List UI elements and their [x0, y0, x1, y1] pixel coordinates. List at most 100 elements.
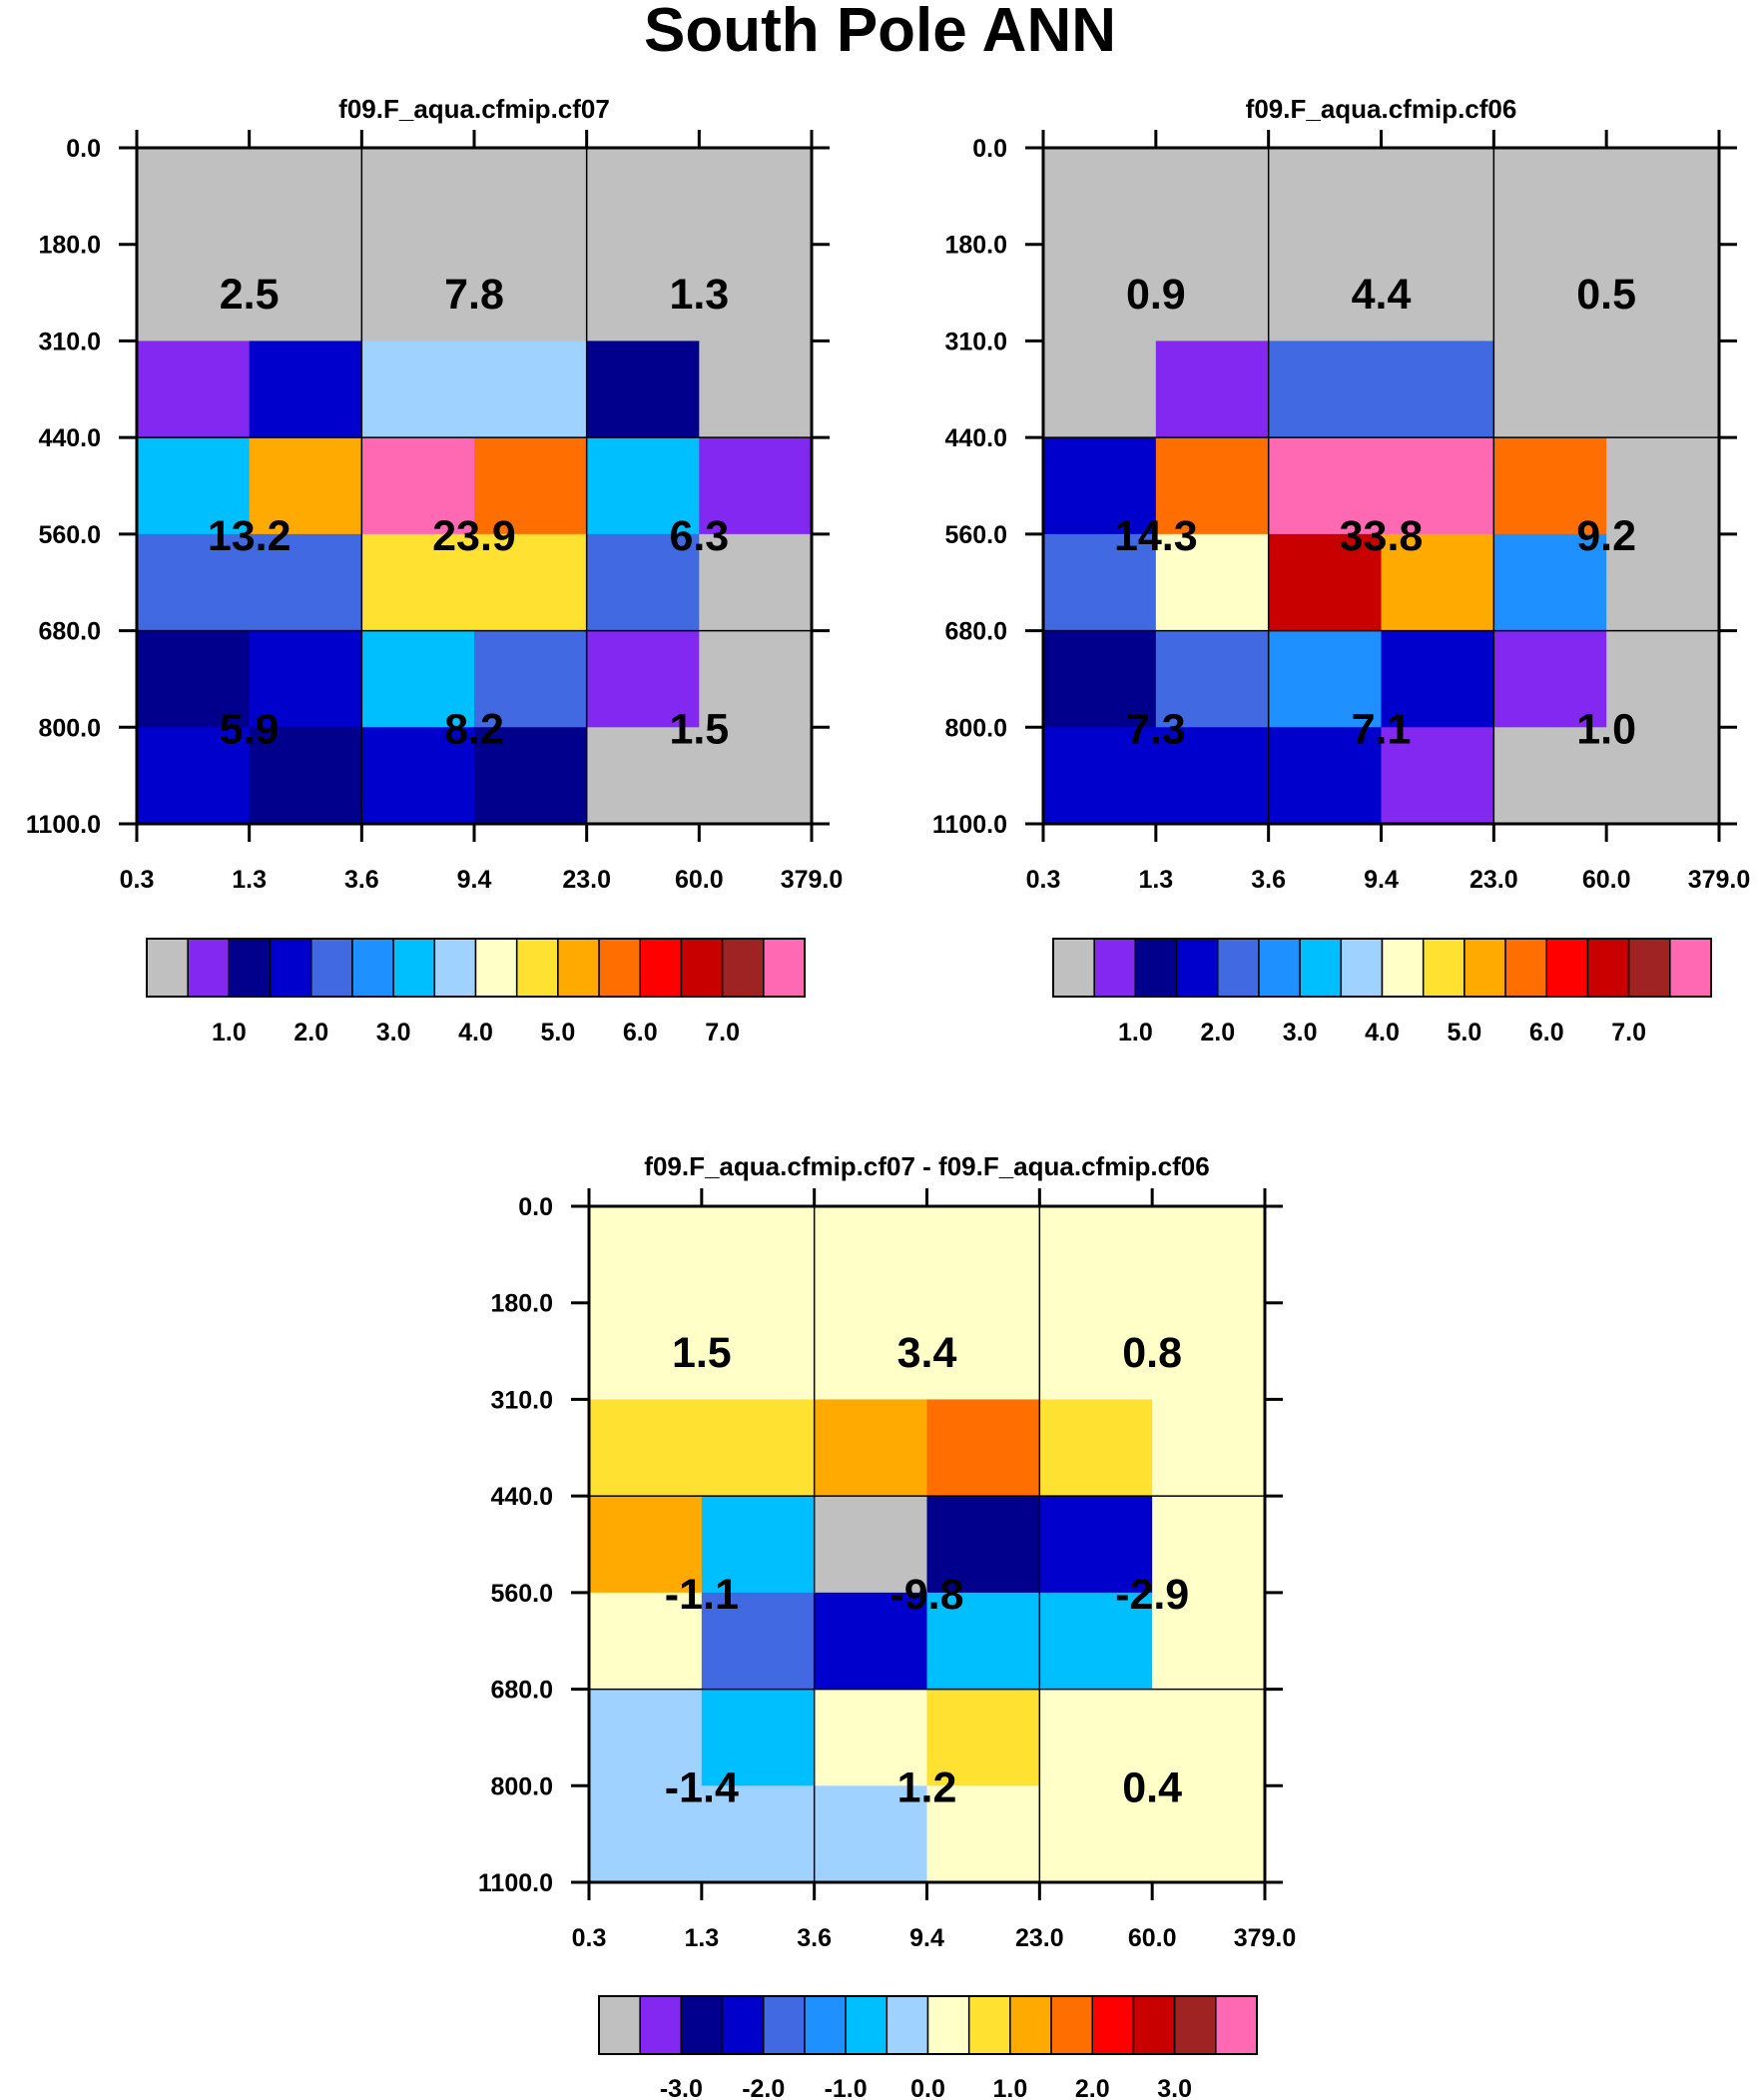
heat-cell	[814, 1399, 928, 1497]
heat-cell	[586, 727, 700, 825]
heat-cell	[1039, 1206, 1153, 1304]
panel-difference: f09.F_aqua.cfmip.cf07 - f09.F_aqua.cfmip…	[478, 1151, 1296, 2100]
x-tick-label: 3.6	[797, 1924, 832, 1952]
x-tick-label: 0.3	[572, 1924, 607, 1952]
heat-cell	[926, 1689, 1040, 1786]
colorbar-swatch	[310, 938, 353, 998]
colorbar-swatch	[1669, 938, 1712, 998]
heat-cell	[1493, 148, 1607, 246]
colorbar-label: 3.0	[1157, 2075, 1192, 2100]
colorbar-swatch	[1381, 938, 1425, 998]
heat-cell	[361, 148, 475, 246]
heat-cell	[1268, 341, 1383, 438]
x-tick-label: 3.6	[344, 866, 379, 894]
colorbar-label: -2.0	[742, 2075, 785, 2100]
colorbar-swatch	[1091, 1995, 1135, 2055]
colorbar-label: -1.0	[825, 2075, 868, 2100]
y-tick-label: 440.0	[38, 424, 101, 452]
heat-cell	[701, 1302, 816, 1401]
x-tick-label: 23.0	[1015, 1924, 1064, 1952]
box-value-label: 13.2	[208, 512, 292, 560]
heat-cell	[699, 727, 813, 825]
heat-cell	[1155, 727, 1270, 825]
panel-title: f09.F_aqua.cfmip.cf07 - f09.F_aqua.cfmip…	[644, 1151, 1209, 1181]
colorbar-swatch	[433, 938, 477, 998]
box-value-label: 9.2	[1576, 512, 1636, 560]
y-tick-label: 560.0	[944, 521, 1007, 549]
heat-cell	[137, 630, 251, 728]
colorbar-label: 4.0	[458, 1019, 493, 1047]
heat-cell	[1606, 148, 1720, 246]
heat-cell	[249, 533, 362, 632]
colorbar-swatch	[926, 1995, 970, 2055]
x-tick-label: 0.3	[1026, 866, 1061, 894]
colorbar-label: 5.0	[540, 1019, 575, 1047]
colorbar-label: 7.0	[1611, 1019, 1646, 1047]
heat-cell	[249, 148, 362, 246]
colorbar-label: 5.0	[1447, 1019, 1481, 1047]
heat-cell	[361, 244, 475, 343]
heat-cell	[1606, 727, 1720, 825]
heat-cell	[361, 727, 475, 825]
heat-cell	[814, 1302, 928, 1401]
x-tick-label: 60.0	[1128, 1924, 1177, 1952]
colorbar-swatch	[1132, 1995, 1176, 2055]
heat-cell	[1606, 341, 1720, 438]
box-value-label: 1.0	[1576, 705, 1636, 753]
colorbar-swatch	[1217, 938, 1260, 998]
colorbar-label: 2.0	[1200, 1019, 1235, 1047]
box-value-label: -1.1	[665, 1571, 739, 1619]
x-tick-label: 60.0	[675, 866, 724, 894]
heat-cell	[1381, 148, 1494, 246]
colorbar-swatch	[515, 938, 559, 998]
heat-cell	[926, 1592, 1040, 1691]
heat-cell	[1606, 244, 1720, 343]
y-tick-label: 180.0	[490, 1290, 553, 1318]
heat-cell	[137, 341, 251, 438]
y-tick-label: 800.0	[944, 714, 1007, 742]
heat-cell	[1155, 148, 1270, 246]
heat-cell	[1381, 630, 1494, 728]
colorbar-swatch	[1422, 938, 1466, 998]
y-tick-label: 800.0	[38, 714, 101, 742]
colorbar-label: 0.0	[910, 2075, 945, 2100]
y-tick-label: 310.0	[944, 328, 1007, 355]
heat-cell	[1493, 727, 1607, 825]
colorbar-swatch	[474, 938, 518, 998]
heat-cell	[1043, 437, 1157, 535]
colorbar-frame	[146, 938, 806, 998]
colorbar-swatch	[845, 1995, 888, 2055]
box-value-label: 6.3	[669, 512, 729, 560]
heat-cell	[1152, 1592, 1266, 1691]
colorbar-swatch	[1215, 1995, 1258, 2055]
colorbar-swatch	[1258, 938, 1301, 998]
box-value-label: 0.8	[1122, 1329, 1182, 1377]
heat-cell	[1152, 1206, 1266, 1304]
heat-cell	[1043, 533, 1157, 632]
heat-cell	[1155, 533, 1270, 632]
y-tick-label: 180.0	[944, 232, 1007, 260]
heat-cell	[699, 533, 813, 632]
y-tick-label: 680.0	[38, 618, 101, 646]
heat-cell	[1268, 727, 1383, 825]
heat-cell	[586, 341, 700, 438]
heat-cell	[1043, 148, 1157, 246]
y-tick-label: 440.0	[944, 424, 1007, 452]
box-value-label: 1.3	[669, 271, 729, 319]
x-tick-label: 379.0	[1234, 1924, 1297, 1952]
heat-cell	[701, 1399, 816, 1497]
colorbar-label: 7.0	[705, 1019, 740, 1047]
box-value-label: 2.5	[220, 271, 280, 319]
colorbar-swatch	[1504, 938, 1547, 998]
heat-cell	[249, 630, 362, 728]
y-tick-label: 560.0	[490, 1580, 553, 1608]
y-tick-label: 180.0	[38, 232, 101, 260]
colorbar-swatch	[598, 938, 641, 998]
x-tick-label: 1.3	[232, 866, 267, 894]
heat-cell	[586, 148, 700, 246]
heat-cell	[926, 1399, 1040, 1497]
heat-cell	[589, 1302, 703, 1401]
heat-cell	[137, 244, 251, 343]
colorbar-swatch	[392, 938, 436, 998]
panel-cf07: f09.F_aqua.cfmip.cf07 0.0 180.0 310.0 440.0…	[26, 94, 843, 1047]
